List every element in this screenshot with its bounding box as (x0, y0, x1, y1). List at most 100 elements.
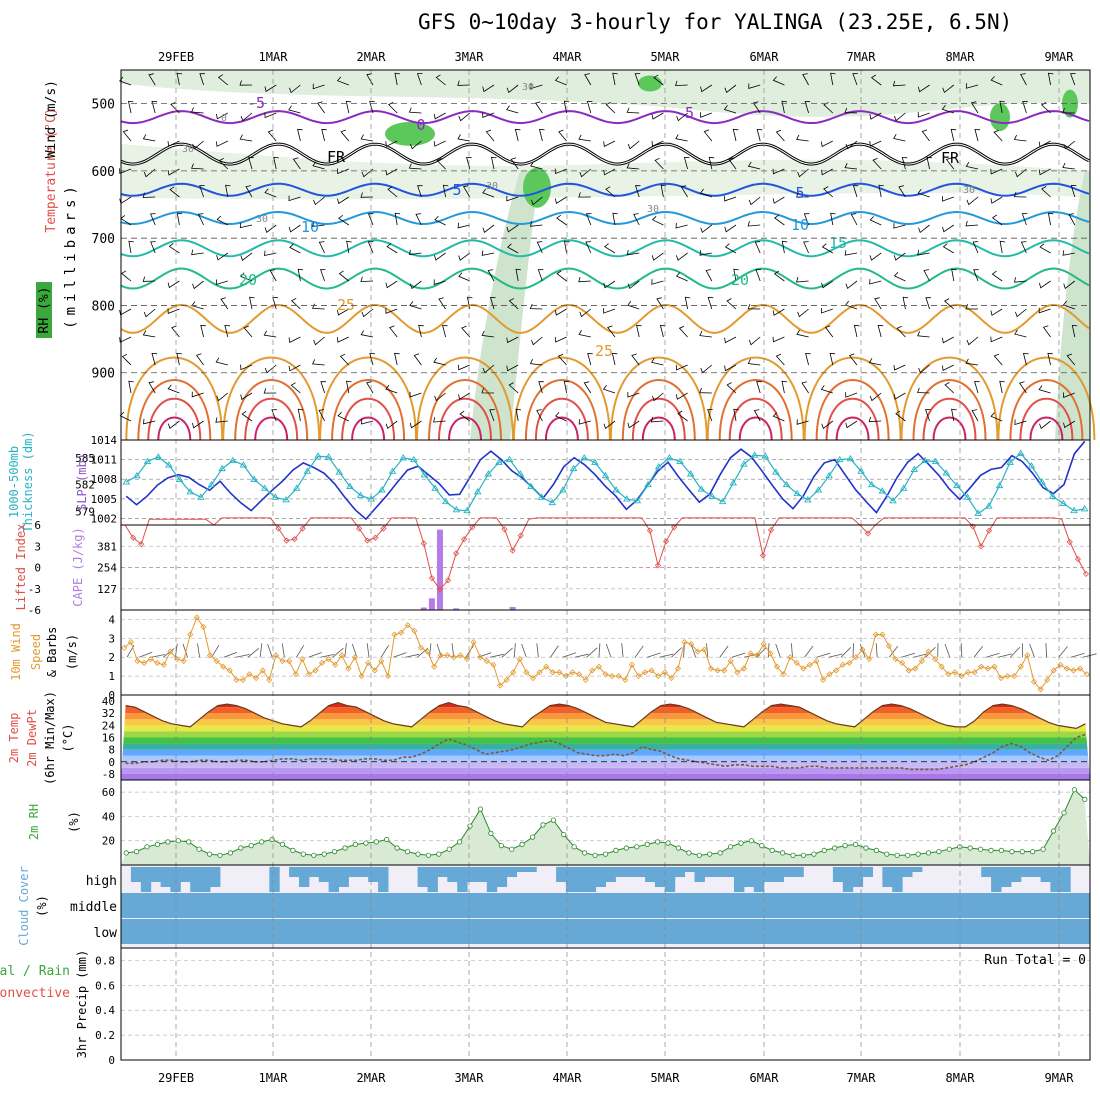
wind-tick: 4 (108, 613, 115, 626)
cloud-bar (507, 919, 517, 944)
pressure-tick: 500 (92, 98, 115, 113)
wind-barb (732, 653, 745, 657)
wind-barb (224, 652, 237, 657)
cloud-bar (932, 919, 942, 944)
precip-tick: 0.2 (95, 1029, 115, 1042)
rh-point (124, 851, 128, 855)
rh-point (812, 852, 816, 856)
cloud-bar (368, 893, 378, 918)
wind-barb (599, 643, 600, 657)
rh-point (447, 847, 451, 851)
rh-point (885, 852, 889, 856)
cloud-bar (675, 893, 685, 918)
cloud-bar (833, 893, 843, 918)
run-total-annotation: Run Total = 0 (984, 953, 1086, 968)
precip-legend-convective: Convective (0, 986, 70, 1001)
cloud-bar (447, 893, 457, 918)
rh-point (520, 842, 524, 846)
wind-barb (514, 643, 515, 657)
wind10-label-a: 10m Wind (9, 623, 23, 681)
cloud-bar (348, 867, 358, 877)
cloud-bar (190, 919, 200, 944)
cloud-bar (1031, 893, 1041, 918)
cloud-bar (922, 893, 932, 918)
rh-label: 30 (182, 144, 194, 155)
cloud-bar (764, 867, 774, 882)
rh-point (968, 846, 972, 850)
rh-point (791, 853, 795, 857)
cloud-bar (250, 919, 260, 944)
wind-barb (776, 644, 781, 657)
cloud-bar (991, 919, 1001, 944)
wind-barb (1030, 644, 1035, 657)
cloud-bar (774, 919, 784, 944)
cloud-bar (764, 919, 774, 944)
cloud-bar (902, 893, 912, 918)
pressure-tick: 700 (92, 232, 115, 247)
cloud-bar (190, 867, 200, 892)
cloud-bar (348, 893, 358, 918)
temp-band (121, 701, 1090, 707)
cloud-bar (220, 919, 230, 944)
cloud-bar (240, 893, 250, 918)
time-label-bottom: 8MAR (946, 1071, 976, 1085)
precip-tick: 0.6 (95, 979, 115, 992)
cloud-bar (803, 893, 813, 918)
time-label-top: 1MAR (259, 50, 289, 64)
cloud-bar (289, 867, 299, 877)
cloud-bar (269, 893, 279, 918)
cloud-bar (200, 919, 210, 944)
temperature-label: 25 (337, 296, 355, 314)
wind-barb (260, 643, 262, 657)
cloud-axis-label: Cloud Cover(%) (17, 866, 49, 945)
cape-tick: 254 (97, 562, 117, 575)
cloud-bar (853, 867, 863, 887)
cloud-bar (784, 867, 794, 877)
cloud-bar (388, 893, 398, 918)
cloud-bar (744, 867, 754, 887)
rh-point (499, 843, 503, 847)
temperature-label: 15 (829, 234, 847, 252)
li-tick: -3 (28, 583, 41, 596)
wind-barb (647, 653, 660, 657)
rh-point (291, 848, 295, 852)
rh-point (364, 841, 368, 845)
cloud-bar (981, 867, 991, 877)
cloud-bar (329, 867, 339, 892)
cloud-bar (180, 893, 190, 918)
cloud-bar (586, 867, 596, 892)
rh-point (583, 851, 587, 855)
cloud-bar (141, 893, 151, 918)
cloud-bar (447, 867, 457, 882)
cloud-bar (615, 867, 625, 877)
temperature-label: -5 (676, 104, 694, 122)
li-label: Lifted Index (14, 524, 28, 611)
wind-barb (841, 647, 851, 657)
cloud-bar (348, 919, 358, 944)
rh-point (770, 848, 774, 852)
rh-point (916, 852, 920, 856)
thickness-point (1082, 506, 1088, 511)
rh-point (739, 841, 743, 845)
cloud-bar (843, 919, 853, 944)
cloud-bar (319, 893, 329, 918)
cloud-bar (734, 893, 744, 918)
cloud-bar (240, 919, 250, 944)
wind-barb (986, 653, 999, 657)
cloud-bar (655, 919, 665, 944)
cloud-bar (793, 919, 803, 944)
cloud-bar (487, 867, 497, 892)
rh-point (593, 853, 597, 857)
temperature-label: FR (327, 148, 346, 166)
slp-tick: 1002 (91, 512, 118, 525)
rh-point (801, 853, 805, 857)
rh-legend: RH (%) (37, 287, 52, 334)
rh-point (301, 852, 305, 856)
rh-point (760, 843, 764, 847)
precip-tick: 0 (108, 1054, 115, 1067)
cloud-bar (170, 867, 180, 892)
wind10-label-c: & Barbs (45, 627, 59, 678)
cloud-bar (408, 919, 418, 944)
wind-barb (720, 646, 728, 657)
